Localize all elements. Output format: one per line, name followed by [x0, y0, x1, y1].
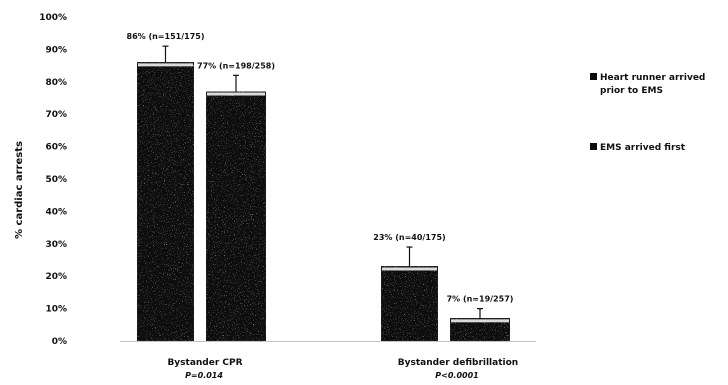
data-label: 77% (n=198/258) [197, 61, 275, 70]
y-tick-label: 0% [52, 337, 67, 347]
legend-label: prior to EMS [600, 86, 663, 96]
y-tick-label: 70% [45, 110, 67, 120]
bar-top-highlight [138, 63, 193, 67]
bar [205, 91, 267, 342]
category-labels: Bystander CPR P=0.014 Bystander defibrilla… [167, 358, 518, 380]
bar [380, 265, 439, 342]
bar [136, 61, 195, 342]
category-label: Bystander CPR [167, 358, 242, 368]
y-axis: 0% 10% 20% 30% 40% 50% 60% 70% 80% 90% 100% [39, 13, 67, 347]
y-tick-label: 80% [45, 78, 67, 88]
data-labels: 86% (n=151/175) 77% (n=198/258) 23% (n=40/… [127, 32, 514, 303]
y-axis-title: % cardiac arrests [14, 141, 25, 239]
y-tick-label: 100% [39, 13, 67, 23]
legend: Heart runner arrived prior to EMS EMS arri… [590, 73, 705, 153]
y-tick-label: 10% [45, 305, 67, 315]
data-label: 7% (n=19/257) [447, 295, 514, 304]
legend-label: EMS arrived first [600, 143, 686, 153]
y-tick-label: 40% [45, 207, 67, 217]
legend-swatch [590, 143, 597, 150]
p-value-label: P=0.014 [185, 371, 223, 380]
category-label: Bystander defibrillation [398, 358, 518, 368]
y-tick-label: 90% [45, 45, 67, 55]
data-label: 86% (n=151/175) [127, 32, 205, 41]
y-tick-label: 60% [45, 143, 67, 153]
legend-swatch [590, 73, 597, 80]
bar-top-highlight [207, 92, 265, 96]
bar-top-highlight [451, 319, 509, 323]
data-label: 23% (n=40/175) [373, 233, 445, 242]
y-tick-label: 50% [45, 175, 67, 185]
legend-label: Heart runner arrived [600, 73, 705, 83]
y-tick-label: 20% [45, 272, 67, 282]
bars [120, 45, 536, 342]
p-value-label: P<0.0001 [435, 371, 478, 380]
bar-top-highlight [382, 267, 437, 271]
y-tick-label: 30% [45, 240, 67, 250]
